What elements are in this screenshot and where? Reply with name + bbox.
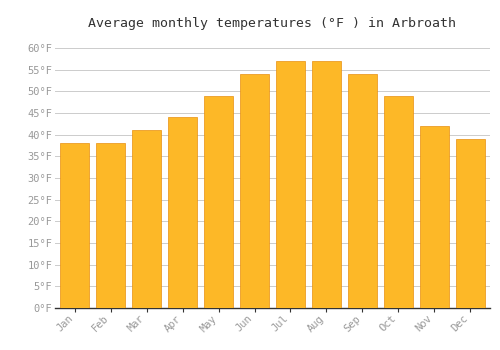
Bar xyxy=(60,144,89,308)
Bar xyxy=(456,139,484,308)
Bar xyxy=(204,96,233,308)
Bar xyxy=(240,74,269,308)
Bar xyxy=(384,96,412,308)
Bar xyxy=(348,74,377,308)
Bar xyxy=(132,130,161,308)
Bar xyxy=(168,117,197,308)
Title: Average monthly temperatures (°F ) in Arbroath: Average monthly temperatures (°F ) in Ar… xyxy=(88,17,456,30)
Bar xyxy=(312,61,341,308)
Bar xyxy=(96,144,125,308)
Bar xyxy=(420,126,448,308)
Bar xyxy=(276,61,305,308)
